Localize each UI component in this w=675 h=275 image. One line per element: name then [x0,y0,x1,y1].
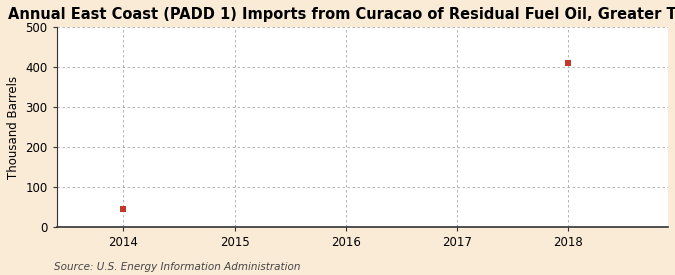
Y-axis label: Thousand Barrels: Thousand Barrels [7,75,20,178]
Text: Source: U.S. Energy Information Administration: Source: U.S. Energy Information Administ… [54,262,300,272]
Text: Annual East Coast (PADD 1) Imports from Curacao of Residual Fuel Oil, Greater Th: Annual East Coast (PADD 1) Imports from … [8,7,675,22]
